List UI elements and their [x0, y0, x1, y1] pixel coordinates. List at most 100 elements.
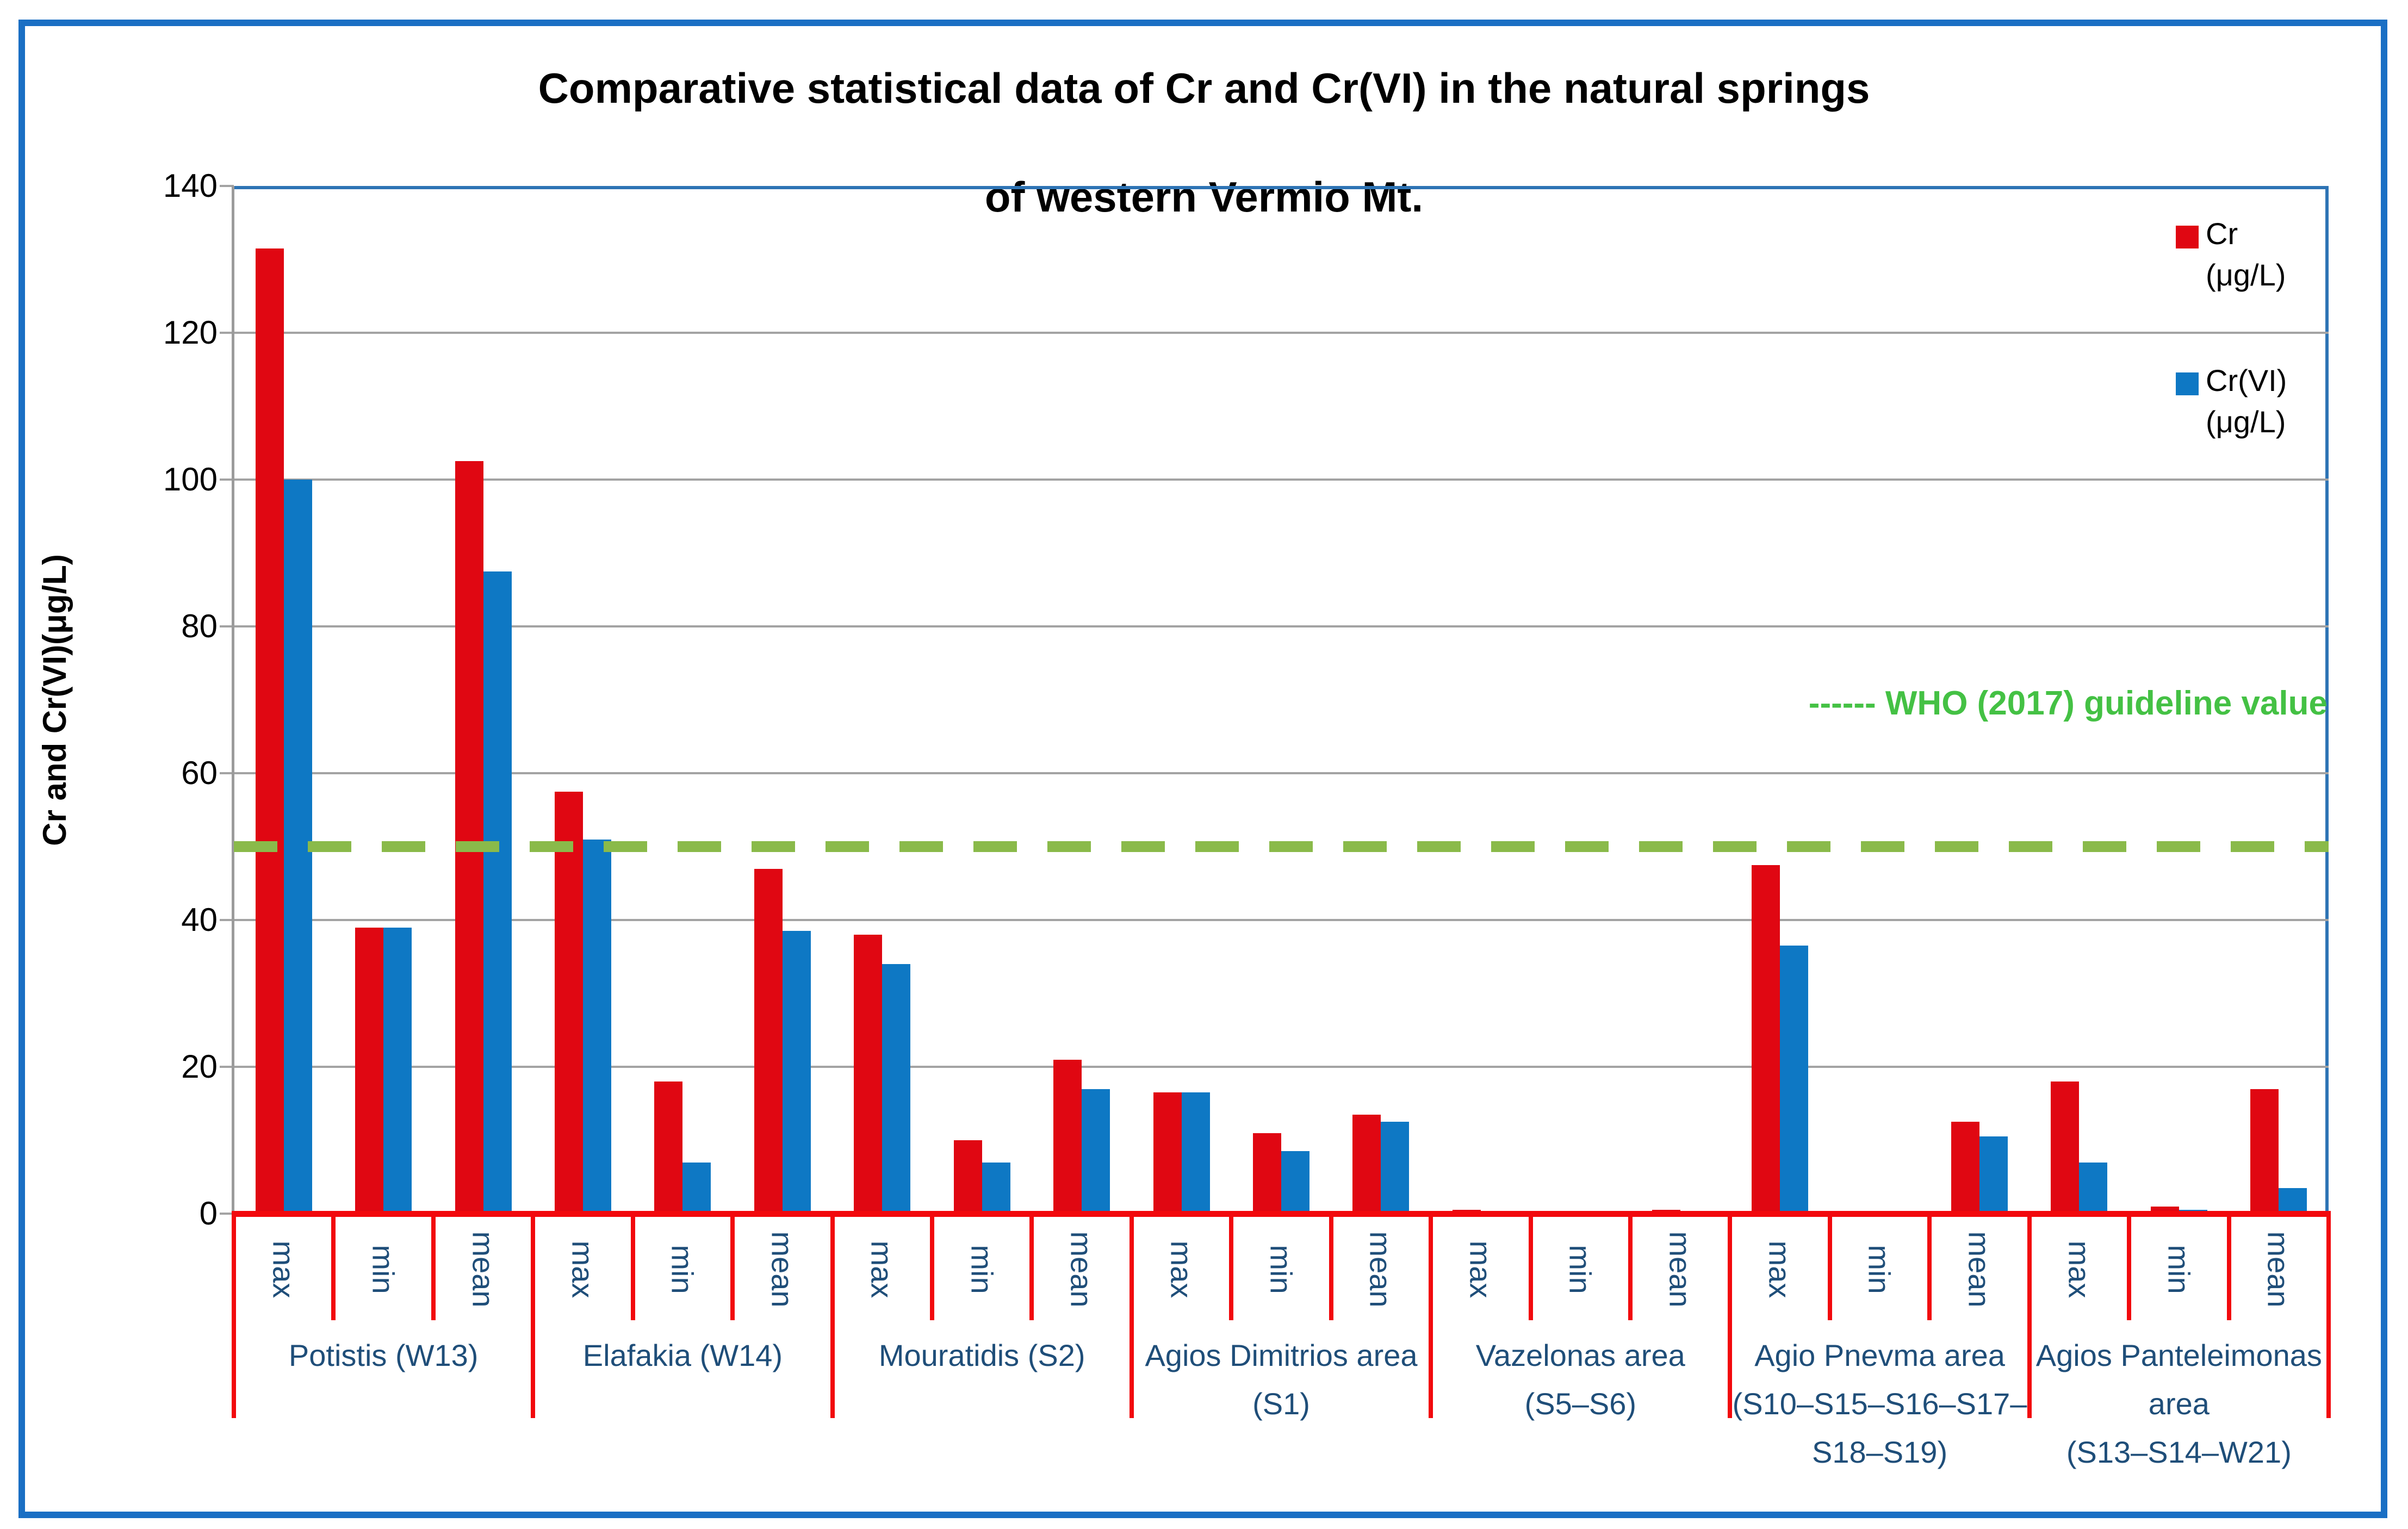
group-label-line: (S10–S15–S16–S17– [1732, 1387, 2027, 1421]
group-separator-5 [1728, 1214, 1733, 1418]
y-tick-label-120: 120 [163, 314, 218, 351]
bar-crvi-group2-mean [782, 931, 811, 1214]
gridline-60 [234, 772, 2329, 774]
bar-cr-group6-mean [1951, 1122, 1979, 1214]
stat-separator-g1-2 [431, 1214, 436, 1320]
x-tick-label-text: max [266, 1240, 301, 1298]
x-tick-label-min-group4: min [1235, 1220, 1327, 1318]
x-tick-label-mean-group4: mean [1335, 1220, 1427, 1318]
bar-cr-group2-min [654, 1082, 683, 1214]
x-tick-label-min-group2: min [636, 1220, 729, 1318]
x-tick-label-text: mean [1363, 1230, 1398, 1308]
stat-separator-g4-1 [1229, 1214, 1234, 1320]
group-label-line: Elafakia (W14) [582, 1338, 783, 1372]
group-label-line: Vazelonas area [1475, 1338, 1685, 1372]
x-tick-label-text: mean [466, 1230, 501, 1308]
x-tick-label-text: mean [1663, 1230, 1698, 1308]
x-tick-label-text: mean [765, 1230, 800, 1308]
x-tick-label-mean-group6: mean [1933, 1220, 2026, 1318]
bar-cr-group2-mean [754, 868, 783, 1214]
bar-cr-group1-min [355, 927, 384, 1214]
figure-border [18, 20, 2387, 1518]
group-label-4: Agios Dimitrios area (S1) [1132, 1331, 1431, 1428]
group-separator-1 [531, 1214, 536, 1418]
bar-crvi-group6-max [1780, 946, 1809, 1214]
bar-crvi-group2-min [682, 1162, 711, 1214]
stat-separator-g7-2 [2226, 1214, 2231, 1320]
stat-separator-g6-2 [1927, 1214, 1932, 1320]
stat-separator-g6-1 [1827, 1214, 1832, 1320]
group-label-1: Potistis (W13) [234, 1331, 533, 1379]
x-tick-label-min-group7: min [2133, 1220, 2225, 1318]
y-tick-mark-60 [220, 772, 234, 774]
gridline-40 [234, 919, 2329, 921]
bar-cr-group3-min [953, 1140, 982, 1214]
x-tick-label-min-group6: min [1834, 1220, 1926, 1318]
group-label-5: Vazelonas area (S5–S6) [1431, 1331, 1730, 1428]
bar-crvi-group3-mean [1082, 1089, 1110, 1214]
bar-cr-group1-max [255, 248, 284, 1214]
x-tick-label-min-group5: min [1534, 1220, 1627, 1318]
group-label-line: (S13–S14–W21) [2066, 1435, 2292, 1469]
stat-separator-g3-1 [930, 1214, 934, 1320]
who-guideline-label: ------ WHO (2017) guideline value [1808, 685, 2328, 722]
legend-label-crvi: Cr(VI) (μg/L) [2206, 360, 2287, 443]
x-tick-label-max-group7: max [2033, 1220, 2125, 1318]
who-guideline-dashed-line [234, 841, 2329, 852]
group-label-line: area [2148, 1387, 2210, 1421]
chart-title-line1: Comparative statistical data of Cr and C… [538, 64, 1870, 112]
bar-cr-group3-mean [1053, 1059, 1082, 1214]
bar-cr-group1-mean [455, 461, 483, 1214]
y-tick-mark-20 [220, 1066, 234, 1068]
x-tick-label-mean-group2: mean [736, 1220, 829, 1318]
gridline-20 [234, 1066, 2329, 1068]
x-tick-label-max-group1: max [238, 1220, 330, 1318]
stat-separator-g2-2 [730, 1214, 735, 1320]
group-separator-4 [1429, 1214, 1433, 1418]
x-tick-label-min-group3: min [936, 1220, 1028, 1318]
legend-label-cr: Cr (μg/L) [2206, 213, 2286, 296]
x-tick-label-mean-group5: mean [1634, 1220, 1727, 1318]
group-separator-3 [1129, 1214, 1134, 1418]
stat-separator-g5-1 [1528, 1214, 1533, 1320]
bar-crvi-group7-mean [2279, 1188, 2307, 1214]
y-tick-label-140: 140 [163, 167, 218, 204]
stat-separator-g7-1 [2127, 1214, 2132, 1320]
y-tick-label-80: 80 [181, 608, 218, 644]
bar-crvi-group4-mean [1381, 1122, 1410, 1214]
legend-label-cr-text: Cr [2206, 216, 2238, 251]
legend-swatch-crvi [2176, 372, 2199, 395]
x-tick-label-max-group3: max [836, 1220, 928, 1318]
bar-crvi-group2-max [583, 839, 611, 1214]
group-label-7: Agios Panteleimonas area (S13–S14–W21) [2030, 1331, 2329, 1476]
x-tick-label-mean-group1: mean [437, 1220, 530, 1318]
group-label-line: Agios Panteleimonas [2035, 1338, 2322, 1372]
bar-cr-group6-max [1752, 865, 1780, 1214]
bar-crvi-group1-min [383, 927, 412, 1214]
group-separator-2 [830, 1214, 835, 1418]
legend-swatch-cr [2176, 226, 2199, 248]
stat-separator-g3-2 [1029, 1214, 1034, 1320]
y-tick-mark-40 [220, 919, 234, 921]
legend-label-cr-unit: (μg/L) [2206, 258, 2286, 292]
x-tick-label-text: mean [2261, 1230, 2296, 1308]
x-tick-label-mean-group7: mean [2232, 1220, 2325, 1318]
stat-separator-g5-2 [1628, 1214, 1633, 1320]
x-tick-label-max-group2: max [537, 1220, 629, 1318]
y-tick-label-20: 20 [181, 1048, 218, 1085]
bar-cr-group4-mean [1352, 1114, 1381, 1214]
x-tick-label-text: min [1563, 1244, 1598, 1294]
x-tick-label-text: min [1863, 1244, 1897, 1294]
x-tick-label-text: max [566, 1240, 600, 1298]
x-tick-label-max-group5: max [1435, 1220, 1527, 1318]
chart-title: Comparative statistical data of Cr and C… [492, 61, 1916, 224]
bar-cr-group7-mean [2250, 1089, 2279, 1214]
stat-separator-g1-1 [331, 1214, 336, 1320]
gridline-120 [234, 332, 2329, 334]
x-tick-label-text: max [1463, 1240, 1498, 1298]
y-tick-mark-140 [220, 185, 234, 187]
bar-cr-group4-max [1153, 1092, 1182, 1214]
x-tick-label-min-group1: min [337, 1220, 430, 1318]
group-separator-0 [232, 1214, 236, 1418]
group-label-line: Agio Pnevma area [1754, 1338, 2005, 1372]
